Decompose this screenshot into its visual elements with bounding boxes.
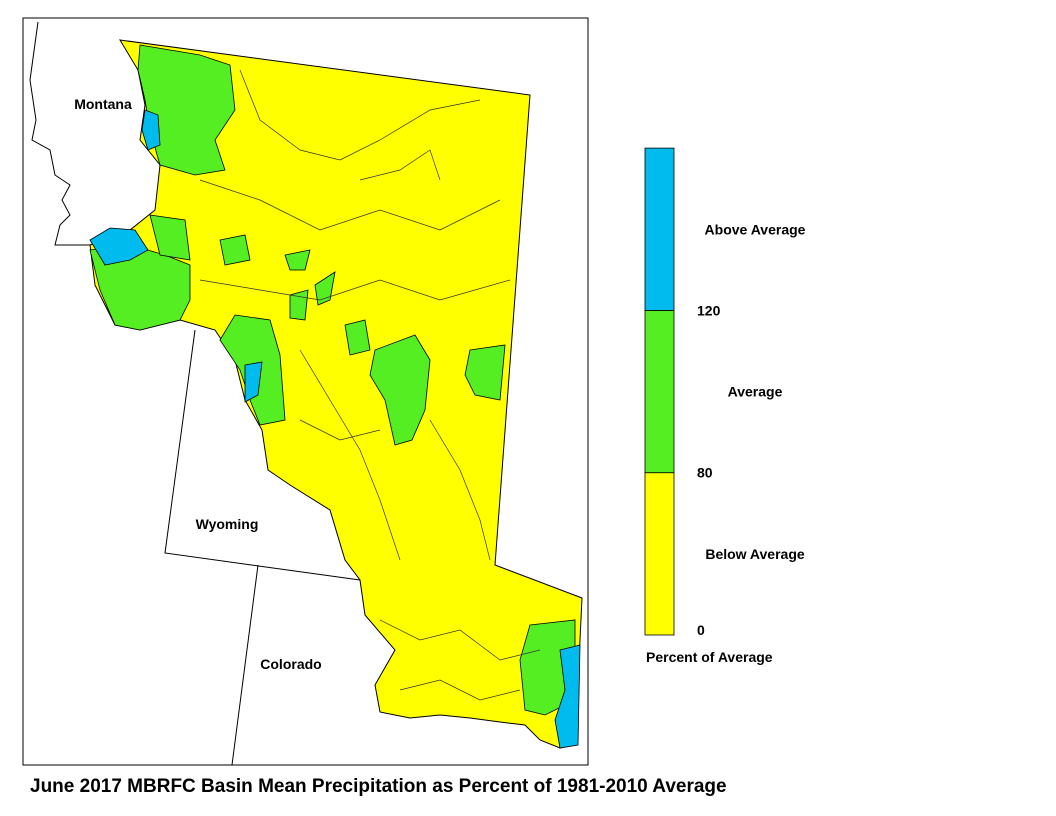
legend-class-label: Above Average [705, 221, 806, 237]
state-label: Montana [74, 96, 132, 112]
basin-above-average [89, 109, 581, 749]
state-boundary [29, 21, 90, 246]
legend-break-label: 80 [697, 465, 713, 481]
legend-break-label: 0 [697, 622, 705, 638]
legend-class-label: Below Average [705, 546, 805, 562]
legend-break-label: 120 [697, 302, 721, 318]
state-boundary [231, 564, 259, 766]
legend-title: Percent of Average [646, 649, 773, 665]
legend: Percent of Average Below Average Average A… [644, 147, 806, 665]
map: Montana Wyoming Colorado [22, 17, 589, 766]
legend-class-label: Average [728, 384, 783, 400]
legend-swatch [644, 472, 675, 636]
caption: June 2017 MBRFC Basin Mean Precipitation… [30, 776, 727, 797]
legend-swatch [644, 147, 675, 311]
legend-swatch [644, 309, 675, 474]
state-label: Colorado [260, 656, 321, 672]
state-label: Wyoming [196, 516, 259, 532]
basin-average [89, 44, 576, 716]
basin-boundaries [199, 69, 541, 701]
